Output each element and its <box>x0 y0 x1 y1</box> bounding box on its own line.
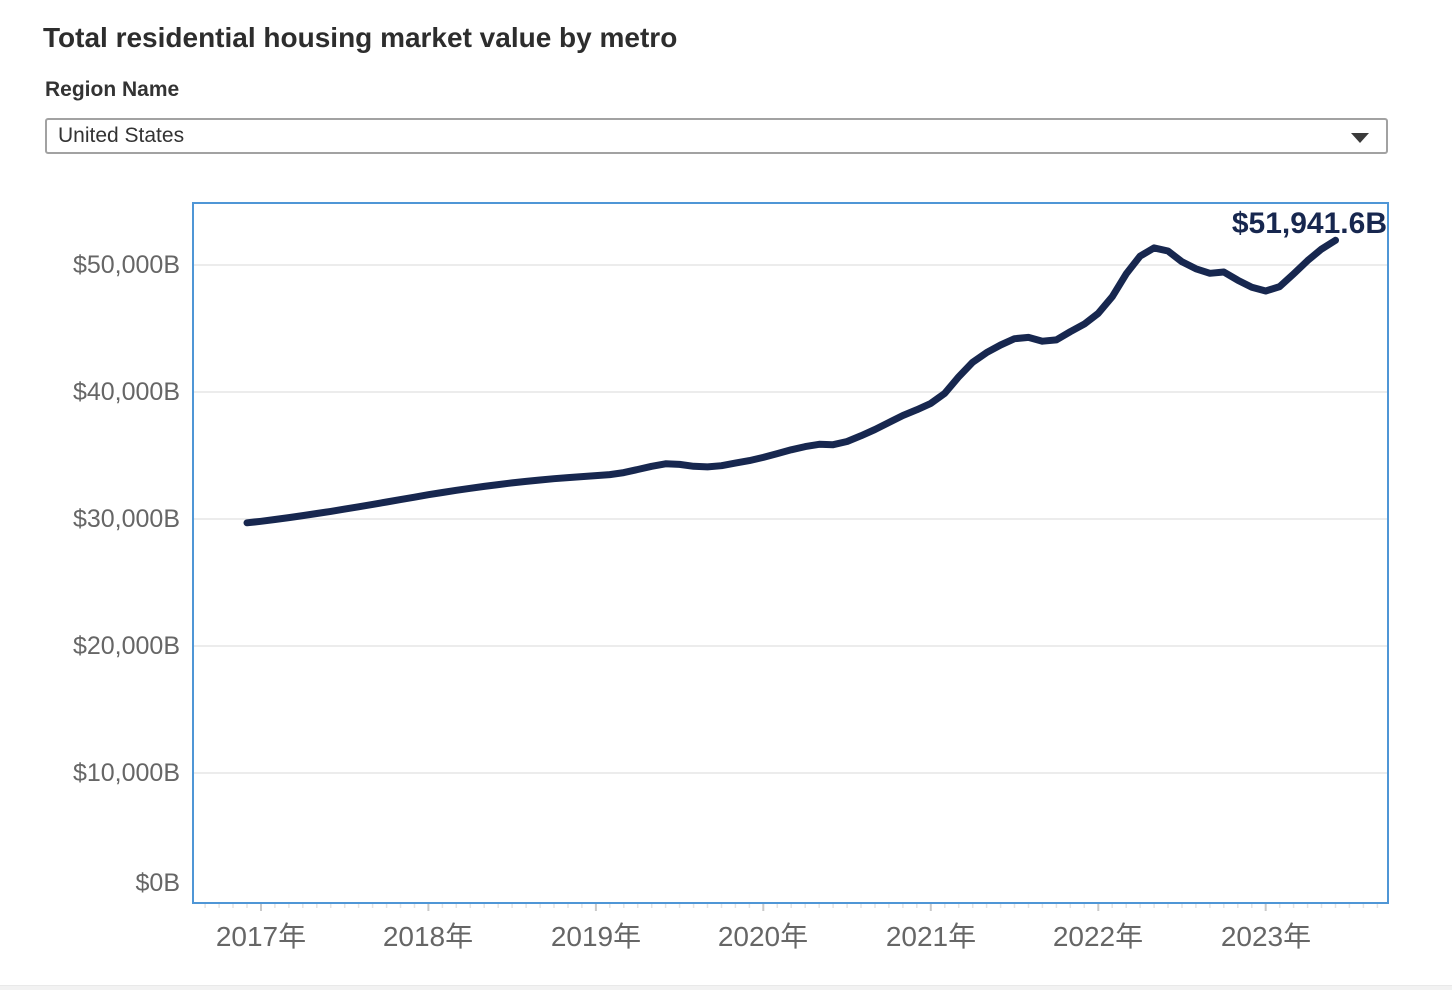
y-tick-label: $30,000B <box>72 505 180 533</box>
x-tick-label: 2022年 <box>1052 921 1144 952</box>
current-value-label: $51,941.6B <box>1231 207 1387 240</box>
region-select-value: United States <box>58 124 185 147</box>
y-tick-label: $10,000B <box>72 759 180 787</box>
y-tick-label: $40,000B <box>72 378 180 406</box>
x-tick-label: 2023年 <box>1220 921 1312 952</box>
region-filter-label: Region Name <box>45 78 180 101</box>
x-tick-label: 2019年 <box>550 921 642 952</box>
housing-value-line-chart <box>194 236 1387 911</box>
y-tick-label: $20,000B <box>72 632 180 660</box>
y-tick-label: $50,000B <box>72 251 180 279</box>
x-tick-label: 2021年 <box>885 921 977 952</box>
page-title: Total residential housing market value b… <box>43 22 678 53</box>
region-select[interactable]: United States <box>45 118 1388 154</box>
dropdown-arrow-icon <box>1351 133 1369 143</box>
x-tick-label: 2017年 <box>215 921 307 952</box>
bottom-divider <box>0 985 1452 990</box>
x-tick-label: 2018年 <box>382 921 474 952</box>
x-tick-label: 2020年 <box>717 921 809 952</box>
chart-plot-area[interactable] <box>192 202 1389 904</box>
y-tick-label: $0B <box>135 869 180 897</box>
